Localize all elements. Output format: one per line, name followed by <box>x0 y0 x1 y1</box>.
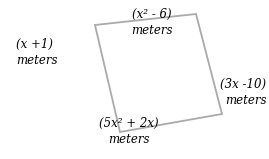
Text: (3x -10)
meters: (3x -10) meters <box>220 78 266 107</box>
Text: (x +1)
meters: (x +1) meters <box>16 38 58 67</box>
Polygon shape <box>95 14 222 132</box>
Text: (5x² + 2x)
meters: (5x² + 2x) meters <box>99 117 159 146</box>
Text: (x² - 6)
meters: (x² - 6) meters <box>131 8 173 37</box>
